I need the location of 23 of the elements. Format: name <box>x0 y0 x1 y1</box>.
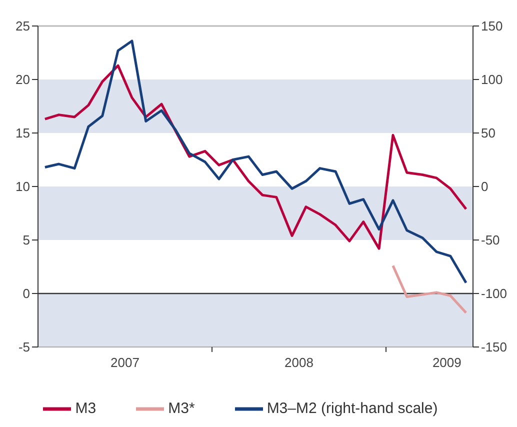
legend-label: M3* <box>168 400 195 417</box>
y2-tick-label: 100 <box>481 72 503 88</box>
y2-tick-label: -50 <box>481 232 500 248</box>
y2-tick-label: -100 <box>481 286 508 302</box>
y2-tick-label: -150 <box>481 340 508 355</box>
y2-tick-label: 0 <box>481 179 488 194</box>
y2-tick-label: 150 <box>481 18 503 34</box>
line-series <box>44 40 468 284</box>
y-tick-label: 20 <box>16 72 30 88</box>
y-tick-label: 5 <box>22 232 30 248</box>
legend-label: M3 <box>75 400 96 417</box>
y-tick-label: -5 <box>18 340 30 355</box>
x-tick-label: 2008 <box>284 355 314 370</box>
legend-label: M3–M2 (right-hand scale) <box>266 400 438 417</box>
y2-tick-label: 50 <box>481 126 496 141</box>
y-tick-label: 10 <box>16 179 30 194</box>
line-series <box>392 264 468 314</box>
y-tick-label: 25 <box>16 18 30 34</box>
x-tick-label: 2009 <box>432 355 462 370</box>
x-tick-label: 2007 <box>110 355 140 370</box>
y-tick-label: 0 <box>22 286 30 302</box>
line-series <box>44 64 468 250</box>
y-tick-label: 15 <box>16 126 30 141</box>
